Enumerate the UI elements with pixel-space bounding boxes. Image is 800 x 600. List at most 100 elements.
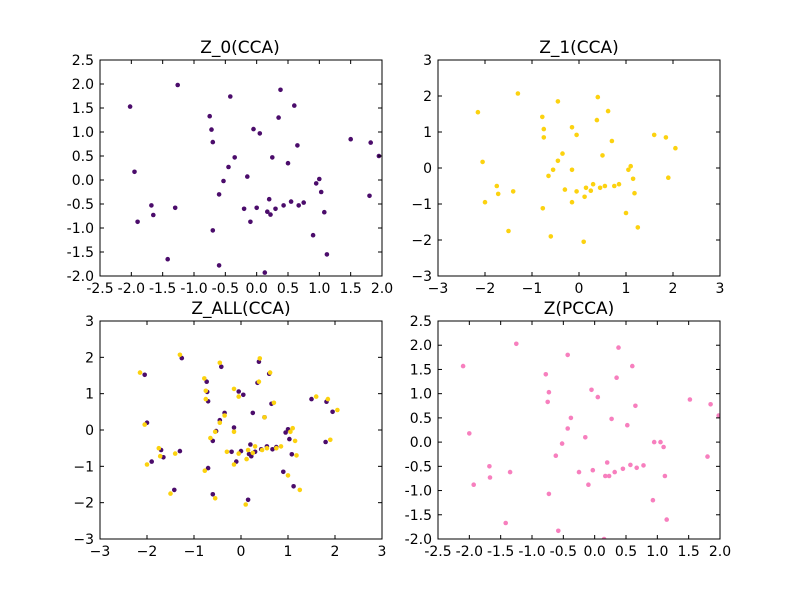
- scatter-point: [226, 164, 231, 170]
- y-tick-label: 2.0: [72, 77, 94, 93]
- scatter-point: [132, 169, 137, 175]
- y-tick-label: -1.5: [405, 508, 432, 524]
- plot-frame: [99, 320, 383, 540]
- scatter-point: [663, 135, 669, 140]
- scatter-point: [318, 189, 324, 195]
- scatter-point: [614, 375, 619, 381]
- scatter-point: [283, 430, 288, 435]
- scatter-point: [562, 187, 568, 192]
- scatter-point: [168, 491, 173, 496]
- scatter-point: [156, 445, 162, 451]
- scatter-point: [673, 145, 678, 151]
- data-points: [137, 352, 340, 507]
- scatter-point: [650, 497, 656, 503]
- scatter-point: [254, 205, 259, 211]
- scatter-point: [236, 394, 241, 399]
- scatter-point: [177, 352, 183, 358]
- y-tick-label: 2.5: [72, 53, 94, 69]
- scatter-point: [586, 482, 591, 488]
- scatter-point: [630, 363, 635, 369]
- y-tick-label: 0.5: [410, 411, 432, 427]
- scatter-point: [625, 422, 630, 428]
- y-tick-label: −3: [411, 269, 432, 285]
- y-tick-label: 0: [423, 161, 432, 177]
- y-tick-label: 2.5: [410, 314, 432, 330]
- x-tick-label: -0.5: [550, 544, 577, 560]
- y-tick-labels: -2.0 -1.5 -1.0 -0.5 0.0 0.5 1.0 1.5 2.0 2.5: [405, 314, 720, 548]
- scatter-point: [565, 426, 570, 431]
- scatter-point: [151, 212, 156, 218]
- scatter-point: [323, 439, 328, 445]
- x-tick-label: −3: [428, 281, 449, 297]
- x-tick-label: 2.0: [371, 281, 393, 297]
- scatter-point: [231, 462, 237, 467]
- scatter-point: [268, 212, 273, 217]
- y-tick-label: -1.0: [67, 221, 94, 237]
- scatter-point: [210, 492, 216, 497]
- x-tick-label: 1.0: [646, 544, 668, 560]
- scatter-point: [616, 181, 622, 187]
- scatter-point: [137, 370, 143, 375]
- scatter-point: [203, 388, 209, 394]
- x-tick-label: −3: [90, 544, 111, 560]
- scatter-point: [222, 413, 227, 418]
- scatter-point: [175, 82, 180, 88]
- scatter-point: [507, 469, 513, 475]
- scatter-point: [628, 163, 633, 169]
- scatter-point: [616, 345, 621, 350]
- scatter-point: [313, 181, 319, 186]
- scatter-point: [574, 189, 579, 194]
- scatter-point: [297, 487, 303, 493]
- scatter-point: [612, 469, 617, 475]
- y-tick-label: 0.5: [72, 149, 94, 165]
- scatter-point: [503, 520, 509, 526]
- scatter-point: [289, 452, 295, 457]
- scatter-point: [278, 444, 284, 449]
- y-tick-label: −2: [73, 496, 94, 512]
- scatter-point: [177, 448, 183, 454]
- y-tick-label: 1.5: [72, 101, 94, 117]
- x-tick-label: −1: [522, 281, 543, 297]
- y-tick-label: 1: [85, 387, 94, 403]
- scatter-point: [210, 228, 216, 233]
- y-tick-label: 1.5: [410, 362, 432, 378]
- subplot-z1-cca: Z_1(CCA) −3 −2 −1 0 1 2 3 −3 −2 −1 0 1 2 3: [411, 38, 724, 297]
- y-tick-label: 1.0: [72, 125, 94, 141]
- scatter-point: [322, 209, 327, 215]
- scatter-point: [203, 396, 209, 402]
- scatter-point: [209, 127, 214, 132]
- scatter-point: [281, 469, 286, 475]
- scatter-point: [208, 435, 213, 441]
- scatter-point: [550, 167, 556, 173]
- y-tick-label: 2: [85, 350, 94, 366]
- scatter-point: [495, 191, 501, 197]
- y-tick-labels: −3 −2 −1 0 1 2 3: [73, 314, 382, 548]
- scatter-point: [467, 431, 472, 436]
- scatter-point: [231, 429, 237, 435]
- scatter-point: [612, 183, 617, 189]
- y-tick-label: −2: [411, 233, 432, 249]
- scatter-point: [259, 447, 265, 453]
- scatter-point: [271, 400, 277, 406]
- scatter-point: [207, 113, 212, 119]
- plot-frame: [437, 320, 721, 540]
- scatter-point: [264, 445, 270, 451]
- scatter-point: [295, 143, 300, 148]
- scatter-point: [335, 407, 340, 413]
- x-tick-label: −2: [137, 544, 158, 560]
- scatter-point: [471, 482, 477, 488]
- scatter-point: [243, 502, 248, 507]
- scatter-point: [553, 453, 559, 459]
- scatter-point: [633, 403, 638, 409]
- scatter-point: [590, 181, 596, 187]
- scatter-point: [330, 409, 335, 415]
- scatter-point: [480, 159, 485, 165]
- scatter-point: [165, 256, 170, 262]
- scatter-point: [205, 465, 211, 471]
- x-tick-label: 2: [669, 281, 678, 297]
- scatter-point: [291, 484, 296, 489]
- scatter-point: [635, 225, 641, 230]
- scatter-point: [256, 379, 262, 385]
- scatter-point: [324, 252, 330, 257]
- scatter-point: [172, 205, 178, 211]
